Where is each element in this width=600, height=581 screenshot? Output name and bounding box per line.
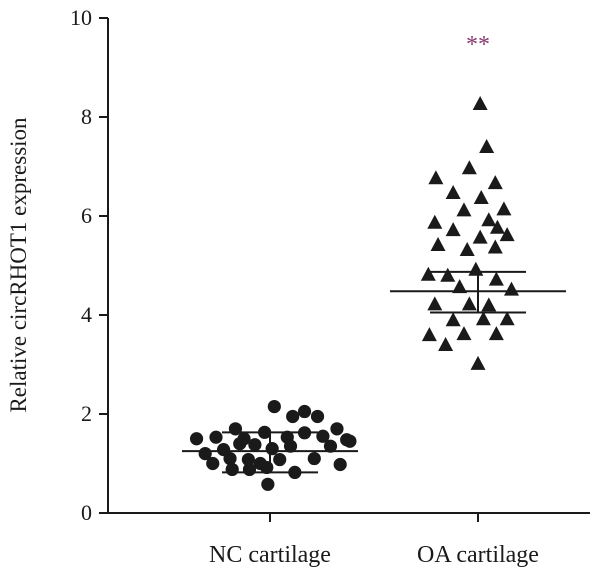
data-point-circle xyxy=(323,439,338,453)
plot-area: ** xyxy=(182,32,566,491)
data-point-circle xyxy=(297,404,312,419)
data-point-circle xyxy=(209,430,223,444)
data-point-circle xyxy=(307,451,321,466)
data-point-triangle xyxy=(445,222,461,237)
data-point-circle xyxy=(265,442,279,456)
data-point-circle xyxy=(206,456,220,471)
data-point-circle xyxy=(241,452,255,467)
x-category-label: OA cartilage xyxy=(417,542,539,568)
data-point-circle xyxy=(283,439,298,453)
data-point-triangle xyxy=(479,139,495,154)
data-point-circle xyxy=(242,462,257,477)
data-point-triangle xyxy=(456,326,472,341)
data-point-triangle xyxy=(438,337,454,352)
data-point-triangle xyxy=(445,185,461,200)
data-point-triangle xyxy=(452,279,468,294)
data-point-triangle xyxy=(499,311,515,326)
data-point-circle xyxy=(310,409,325,424)
data-point-circle xyxy=(225,462,239,477)
data-point-triangle xyxy=(488,326,504,341)
data-point-triangle xyxy=(487,175,503,190)
data-point-circle xyxy=(343,434,357,448)
data-point-circle xyxy=(248,438,262,452)
data-point-triangle xyxy=(420,266,436,281)
data-point-circle xyxy=(273,452,287,467)
x-category-label: NC cartilage xyxy=(209,542,331,568)
data-point-circle xyxy=(333,457,347,472)
data-point-triangle xyxy=(481,212,497,227)
data-point-triangle xyxy=(473,189,489,204)
y-tick-label: 10 xyxy=(70,5,92,30)
data-point-triangle xyxy=(427,296,443,311)
data-point-triangle xyxy=(499,227,515,242)
data-point-circle xyxy=(316,429,330,443)
data-point-circle xyxy=(330,422,344,436)
data-point-circle xyxy=(267,399,281,414)
data-point-triangle xyxy=(468,261,484,276)
significance-label: ** xyxy=(466,32,490,58)
data-point-triangle xyxy=(470,355,486,370)
data-point-triangle xyxy=(421,327,437,342)
data-point-circle xyxy=(286,409,300,424)
data-point-triangle xyxy=(487,239,503,254)
data-point-triangle xyxy=(461,296,477,311)
data-point-circle xyxy=(233,437,247,451)
y-axis-title: Relative circRHOT1 expression xyxy=(6,117,31,413)
y-tick-label: 0 xyxy=(81,500,92,525)
data-point-triangle xyxy=(503,281,519,296)
data-point-triangle xyxy=(488,271,504,286)
data-point-triangle xyxy=(430,237,446,252)
series-circle-group xyxy=(182,399,358,491)
data-point-circle xyxy=(228,422,243,436)
data-point-triangle xyxy=(428,170,444,185)
data-point-circle xyxy=(223,451,237,466)
y-tick-label: 4 xyxy=(81,302,92,327)
data-point-triangle xyxy=(481,297,497,312)
data-point-triangle xyxy=(489,219,505,234)
data-point-triangle xyxy=(459,241,475,256)
axes: 0 2 4 6 8 10 NC cartilage OA cartilage xyxy=(70,5,590,568)
data-point-triangle xyxy=(445,312,461,327)
y-tick-label: 2 xyxy=(81,401,92,426)
data-point-triangle xyxy=(496,201,512,216)
data-point-triangle xyxy=(427,214,443,229)
data-point-triangle xyxy=(475,311,491,326)
data-point-circle xyxy=(261,477,275,491)
data-point-circle xyxy=(189,432,204,446)
y-tick-label: 8 xyxy=(81,104,92,129)
data-point-triangle xyxy=(472,229,488,244)
series-triangle-group xyxy=(390,95,566,370)
data-point-triangle xyxy=(456,202,472,217)
data-point-triangle xyxy=(472,95,488,110)
data-point-triangle xyxy=(461,160,477,175)
y-tick-label: 6 xyxy=(81,203,92,228)
data-point-triangle xyxy=(440,267,456,282)
